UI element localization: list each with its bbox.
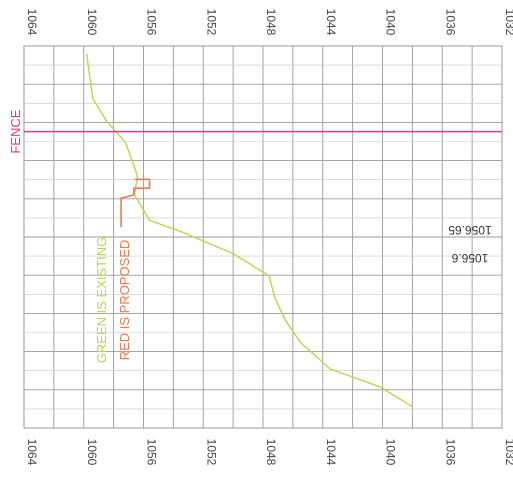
proposed-series-label: RED IS PROPOSED xyxy=(117,240,132,361)
tick-label-top: 1040 xyxy=(384,9,398,36)
grid xyxy=(23,45,503,429)
tick-label-bottom: 1056 xyxy=(145,439,159,466)
elevation-value-label: 1056.65 xyxy=(448,223,492,237)
series-lines xyxy=(86,53,413,408)
tick-label-top: 1056 xyxy=(145,9,159,36)
tick-label-bottom: 1044 xyxy=(324,439,338,466)
tick-label-bottom: 1064 xyxy=(25,439,39,466)
tick-label-top: 1032 xyxy=(503,9,513,36)
elevation-tick-labels: 1064 1064 1060 1060 1056 1056 1052 1052 1048 1048… xyxy=(25,9,513,466)
tick-label-bottom: 1032 xyxy=(503,439,513,466)
tick-label-bottom: 1040 xyxy=(384,439,398,466)
tick-label-top: 1036 xyxy=(443,9,457,36)
tick-label-top: 1044 xyxy=(324,9,338,36)
elevation-value-label: 1056.6 xyxy=(451,251,488,265)
tick-label-bottom: 1036 xyxy=(443,439,457,466)
fence-label: FENCE xyxy=(8,109,23,153)
tick-label-bottom: 1060 xyxy=(85,439,99,466)
existing-series-label: GREEN IS EXISTING xyxy=(94,237,109,363)
tick-label-top: 1052 xyxy=(204,9,218,36)
proposed-line xyxy=(120,178,151,227)
tick-label-top: 1060 xyxy=(85,9,99,36)
tick-label-bottom: 1048 xyxy=(264,439,278,466)
annotations: FENCE GREEN IS EXISTING RED IS PROPOSED 105… xyxy=(8,109,502,363)
existing-ground-line xyxy=(86,53,413,408)
tick-label-bottom: 1052 xyxy=(204,439,218,466)
tick-label-top: 1064 xyxy=(25,9,39,36)
tick-label-top: 1048 xyxy=(264,9,278,36)
